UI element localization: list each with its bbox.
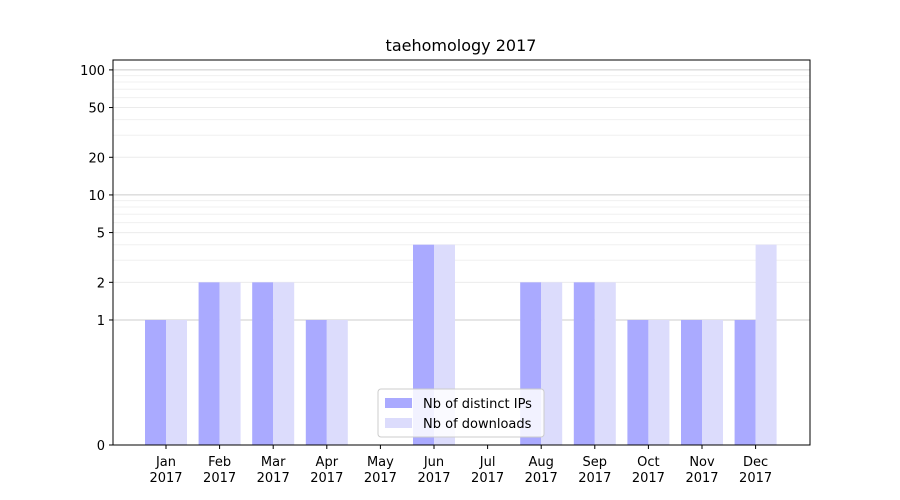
legend-box — [377, 388, 545, 438]
bar-distinct-ips-0 — [145, 319, 166, 445]
bar-distinct-ips-9 — [627, 319, 649, 445]
bar-distinct-ips-1 — [198, 282, 220, 445]
x-tick-label: Aug 2017 — [525, 455, 558, 486]
y-tick-label: 10 — [88, 189, 105, 204]
x-tick-label: Jan 2017 — [149, 455, 182, 486]
bar-downloads-9 — [648, 319, 670, 445]
x-tick-label: Sep 2017 — [578, 455, 611, 486]
y-tick-label: 5 — [97, 227, 105, 242]
y-tick-label: 2 — [97, 276, 105, 291]
bar-distinct-ips-11 — [734, 319, 756, 445]
legend-swatch — [385, 398, 412, 408]
y-tick-label: 1 — [97, 314, 105, 329]
y-tick-label: 0 — [97, 439, 105, 454]
axis-layer: 0 1 2 5 10 20 50 100 Jan 2017 Feb 2017 Mar 2017 Apr 201… — [80, 64, 772, 486]
legend-label: Nb of downloads — [423, 417, 532, 432]
bar-downloads-7 — [541, 282, 563, 445]
bar-downloads-10 — [702, 319, 723, 445]
x-tick-label: Jul 2017 — [471, 455, 504, 486]
bar-downloads-1 — [219, 282, 241, 445]
bar-distinct-ips-8 — [573, 282, 595, 445]
x-tick-label: May 2017 — [364, 455, 397, 486]
x-tick-label: Mar 2017 — [257, 455, 290, 486]
x-tick-label: Dec 2017 — [739, 455, 772, 486]
bar-distinct-ips-10 — [681, 319, 702, 445]
x-tick-label: Feb 2017 — [203, 455, 236, 486]
bar-downloads-3 — [326, 319, 348, 445]
chart-title: taehomology 2017 — [386, 36, 537, 55]
x-tick-label: Jun 2017 — [417, 455, 450, 486]
bar-distinct-ips-3 — [305, 319, 327, 445]
y-tick-label: 50 — [88, 102, 105, 117]
plot-frame — [112, 59, 811, 446]
x-tick-label: Apr 2017 — [310, 455, 343, 486]
bar-downloads-2 — [273, 282, 295, 445]
x-tick-label: Oct 2017 — [632, 455, 665, 486]
grid-layer — [113, 69, 810, 321]
y-tick-label: 20 — [88, 151, 105, 166]
y-tick-label: 100 — [80, 64, 105, 79]
bar-downloads-11 — [755, 244, 777, 445]
bar-distinct-ips-2 — [252, 282, 274, 445]
bar-downloads-0 — [166, 319, 187, 445]
x-tick-label: Nov 2017 — [685, 455, 718, 486]
legend: Nb of distinct IPs Nb of downloads — [377, 388, 545, 438]
legend-swatch — [385, 418, 412, 428]
bar-downloads-8 — [594, 282, 616, 445]
legend-label: Nb of distinct IPs — [423, 397, 532, 412]
